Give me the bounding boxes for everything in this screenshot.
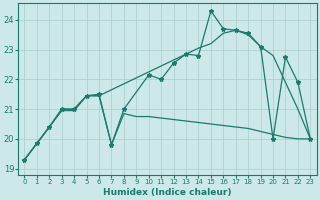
X-axis label: Humidex (Indice chaleur): Humidex (Indice chaleur): [103, 188, 232, 197]
